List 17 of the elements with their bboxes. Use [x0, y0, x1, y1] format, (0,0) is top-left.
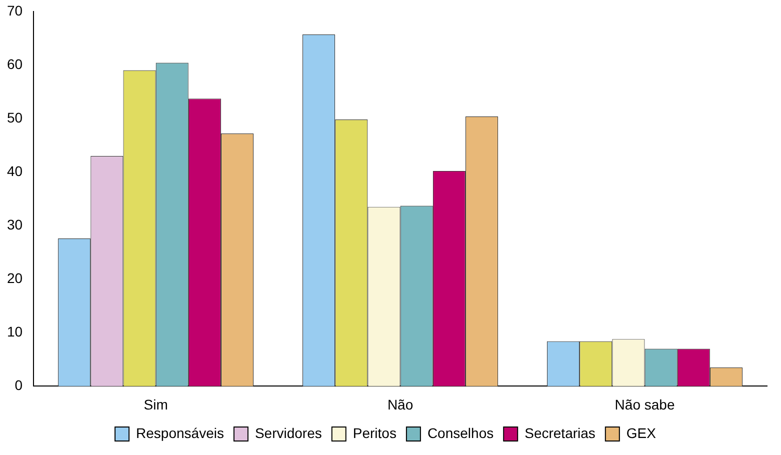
y-tick-label: 30 [6, 216, 23, 232]
y-tick-label: 60 [6, 56, 23, 72]
legend-label: Peritos [352, 424, 396, 441]
x-tick-label: Não [387, 396, 414, 412]
x-tick-label: Não sabe [614, 396, 675, 412]
legend-label: Secretarias [524, 424, 596, 441]
y-tick-label: 0 [14, 377, 23, 394]
legend-label: Conselhos [427, 424, 494, 441]
legend-label: Responsáveis [136, 424, 224, 441]
y-tick-label: 70 [6, 2, 23, 18]
y-tick-label: 50 [6, 109, 23, 126]
y-tick-label: 20 [6, 270, 23, 286]
y-tick-label: 40 [6, 162, 23, 179]
x-tick-label: Sim [144, 396, 168, 412]
y-tick-label: 10 [6, 324, 23, 340]
legend-label: GEX [626, 424, 657, 441]
legend-label: Servidores [254, 424, 322, 441]
